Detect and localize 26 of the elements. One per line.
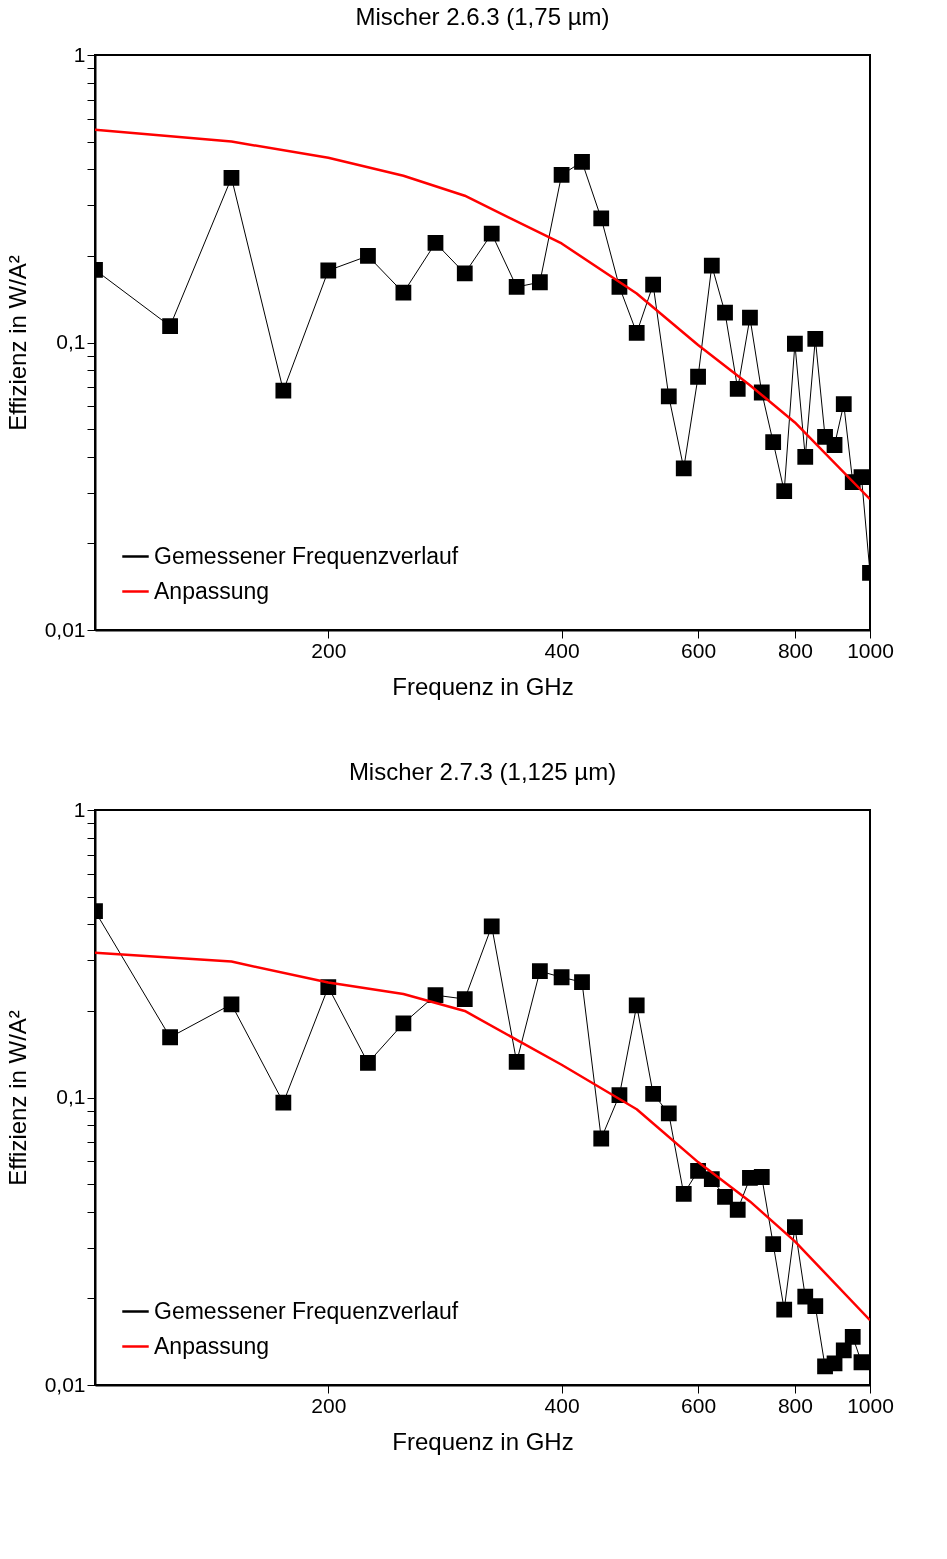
y-tick-label: 1 (73, 42, 86, 66)
x-tick-label: 1000 (847, 1393, 894, 1417)
x-tick-label: 600 (681, 638, 717, 662)
x-tick-label: 400 (544, 638, 580, 662)
chart-title: Mischer 2.6.3 (1,75 µm) (355, 3, 610, 30)
y-tick-label: 0,1 (56, 1085, 86, 1108)
legend-label: Gemessener Frequenzverlauf (154, 542, 459, 569)
chart-title: Mischer 2.7.3 (1,125 µm) (348, 758, 617, 785)
y-axis-title: Effizienz in W/A² (3, 255, 31, 431)
y-tick-label: 0,01 (44, 1372, 86, 1396)
x-tick-label: 600 (681, 1393, 717, 1417)
x-tick-label: 800 (777, 1393, 813, 1417)
legend-label: Anpassung (154, 1332, 270, 1359)
x-tick-label: 200 (311, 638, 347, 662)
x-tick-label: 1000 (847, 638, 894, 662)
y-tick-label: 1 (73, 797, 86, 821)
x-tick-label: 800 (777, 638, 813, 662)
y-tick-label: 0,01 (44, 617, 86, 641)
y-tick-label: 0,1 (56, 330, 86, 353)
legend-label: Gemessener Frequenzverlauf (154, 1297, 459, 1324)
x-tick-label: 400 (544, 1393, 580, 1417)
legend-label: Anpassung (154, 577, 270, 604)
y-axis-title: Effizienz in W/A² (3, 1010, 31, 1186)
x-tick-label: 200 (311, 1393, 347, 1417)
x-axis-title: Frequenz in GHz (392, 672, 574, 700)
x-axis-title: Frequenz in GHz (392, 1427, 574, 1455)
